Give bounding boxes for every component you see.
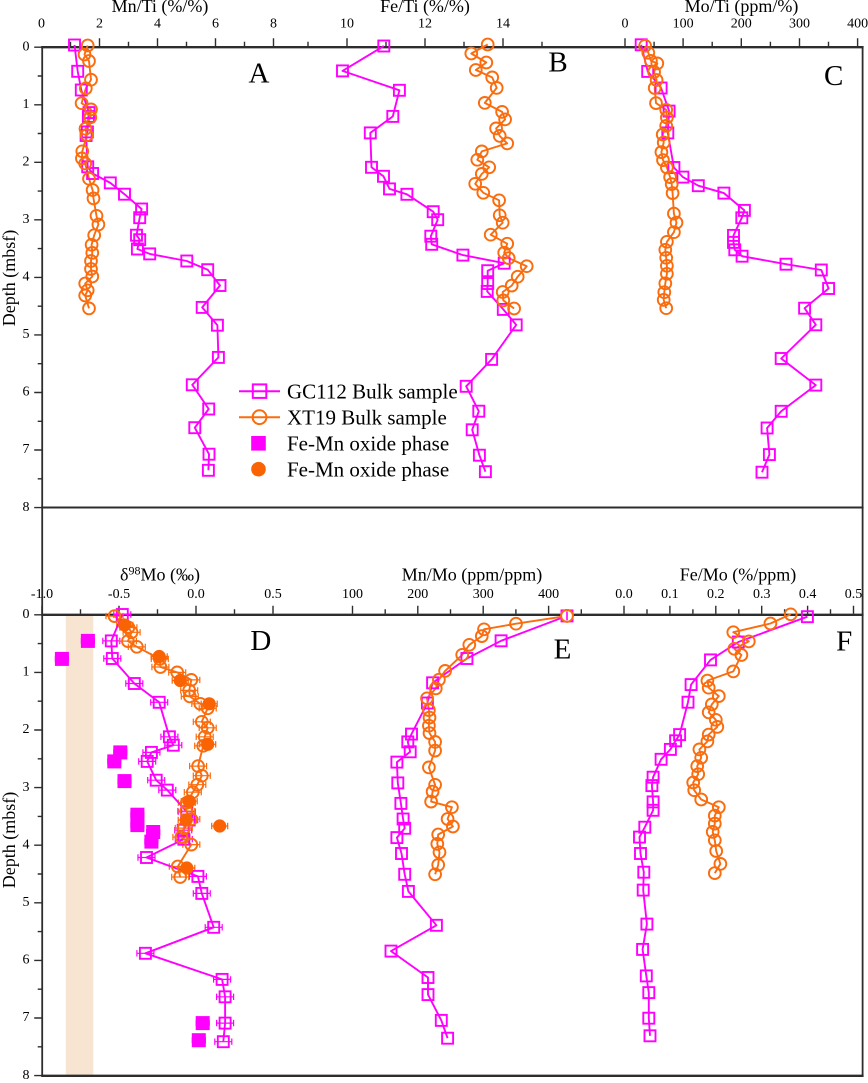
- svg-text:XT19 Bulk sample: XT19 Bulk sample: [287, 405, 447, 429]
- svg-text:0: 0: [23, 607, 30, 622]
- svg-text:Fe/Mo (%/ppm): Fe/Mo (%/ppm): [680, 565, 797, 586]
- svg-text:0.5: 0.5: [264, 587, 282, 602]
- svg-text:Fe-Mn oxide phase: Fe-Mn oxide phase: [287, 431, 449, 455]
- svg-text:-1.0: -1.0: [31, 587, 53, 602]
- svg-text:E: E: [554, 634, 572, 666]
- svg-text:C: C: [824, 60, 843, 92]
- svg-text:δ98Mo (‰): δ98Mo (‰): [120, 564, 200, 586]
- svg-text:-0.5: -0.5: [108, 587, 130, 602]
- svg-text:200: 200: [731, 17, 752, 32]
- svg-text:5: 5: [23, 895, 30, 910]
- svg-text:0.5: 0.5: [845, 587, 863, 602]
- svg-text:300: 300: [473, 587, 494, 602]
- svg-text:Depth (mbsf): Depth (mbsf): [0, 230, 20, 326]
- svg-text:B: B: [548, 46, 567, 78]
- svg-text:2: 2: [23, 722, 30, 737]
- svg-text:GC112 Bulk sample: GC112 Bulk sample: [287, 379, 458, 403]
- svg-text:Mo/Ti (ppm/%): Mo/Ti (ppm/%): [685, 0, 799, 17]
- svg-text:7: 7: [23, 442, 30, 457]
- svg-text:10: 10: [340, 17, 354, 32]
- svg-text:4: 4: [23, 270, 30, 285]
- svg-text:8: 8: [270, 17, 277, 32]
- svg-text:12: 12: [418, 17, 432, 32]
- svg-text:6: 6: [212, 17, 219, 32]
- svg-text:0.0: 0.0: [615, 587, 633, 602]
- svg-text:0.0: 0.0: [187, 587, 205, 602]
- svg-text:3: 3: [23, 212, 30, 227]
- svg-text:2: 2: [96, 17, 103, 32]
- svg-text:0: 0: [23, 39, 30, 54]
- svg-text:2: 2: [23, 155, 30, 170]
- svg-text:0.3: 0.3: [753, 587, 771, 602]
- svg-text:1: 1: [23, 665, 30, 680]
- svg-text:400: 400: [847, 17, 868, 32]
- svg-text:7: 7: [23, 1010, 30, 1025]
- svg-text:6: 6: [23, 385, 30, 400]
- svg-text:0: 0: [38, 17, 45, 32]
- svg-text:4: 4: [154, 17, 161, 32]
- svg-text:100: 100: [342, 587, 363, 602]
- svg-text:0.2: 0.2: [707, 587, 725, 602]
- svg-text:14: 14: [496, 17, 510, 32]
- svg-text:D: D: [250, 625, 271, 657]
- svg-text:Fe/Ti (%/%): Fe/Ti (%/%): [380, 0, 470, 17]
- svg-text:0.4: 0.4: [799, 587, 817, 602]
- svg-text:1: 1: [23, 97, 30, 112]
- svg-text:3: 3: [23, 780, 30, 795]
- svg-text:A: A: [249, 57, 270, 89]
- svg-text:0.1: 0.1: [661, 587, 679, 602]
- svg-text:4: 4: [23, 837, 30, 852]
- svg-text:8: 8: [23, 500, 30, 515]
- svg-text:Mn/Ti (%/%): Mn/Ti (%/%): [112, 0, 209, 17]
- svg-text:200: 200: [407, 587, 428, 602]
- svg-text:5: 5: [23, 327, 30, 342]
- svg-text:6: 6: [23, 953, 30, 968]
- svg-text:Mn/Mo (ppm/ppm): Mn/Mo (ppm/ppm): [402, 565, 543, 586]
- svg-text:400: 400: [538, 587, 559, 602]
- svg-text:8: 8: [23, 1068, 30, 1083]
- svg-text:Depth (mbsf): Depth (mbsf): [0, 792, 20, 888]
- svg-text:300: 300: [789, 17, 810, 32]
- svg-text:0: 0: [622, 17, 629, 32]
- svg-text:Fe-Mn oxide phase: Fe-Mn oxide phase: [287, 457, 449, 481]
- svg-text:F: F: [836, 625, 852, 657]
- svg-text:100: 100: [673, 17, 694, 32]
